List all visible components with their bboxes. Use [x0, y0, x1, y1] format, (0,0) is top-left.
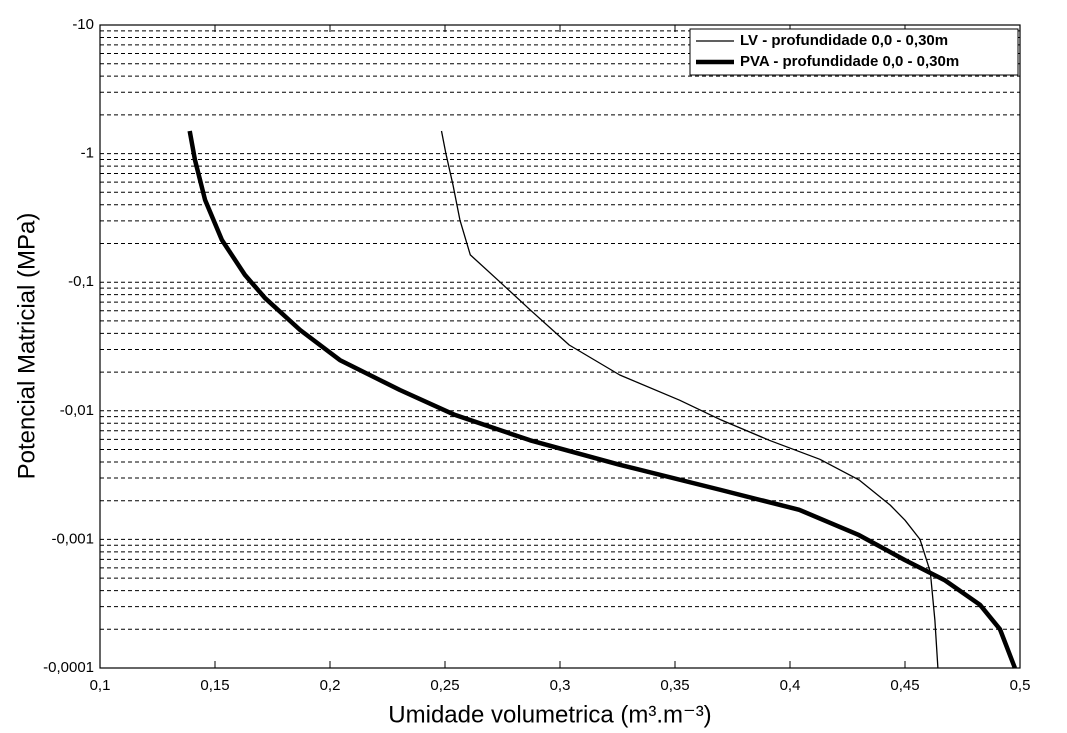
plot-frame	[99, 24, 1021, 669]
x-tick-label: 0,15	[200, 677, 229, 694]
data-line	[440, 130, 939, 669]
x-axis-label: Umidade volumetrica (m³.m⁻³)	[388, 701, 711, 728]
x-tick-label: 0,35	[660, 677, 689, 694]
x-tick-label: 0,1	[90, 677, 111, 694]
legend-label: PVA - profundidade 0,0 - 0,30m	[740, 53, 959, 70]
y-tick-label: -0,1	[68, 273, 94, 290]
y-tick-label: -10	[72, 16, 94, 33]
x-tick-label: 0,2	[320, 677, 341, 694]
y-tick-label: -1	[81, 145, 94, 162]
legend-box	[689, 28, 1019, 76]
data-line	[187, 130, 1017, 669]
y-tick-label: -0,0001	[43, 659, 94, 676]
x-tick-label: 0,45	[890, 677, 919, 694]
y-axis-label: Potencial Matricial (MPa)	[13, 213, 40, 480]
x-tick-label: 0,3	[550, 677, 571, 694]
x-tick-label: 0,25	[430, 677, 459, 694]
x-tick-label: 0,4	[780, 677, 801, 694]
legend-label: LV - profundidade 0,0 - 0,30m	[740, 32, 948, 49]
y-tick-label: -0,01	[60, 402, 94, 419]
x-tick-label: 0,5	[1010, 677, 1031, 694]
legend: LV - profundidade 0,0 - 0,30m PVA - profu…	[689, 28, 1019, 76]
y-tick-label: -0,001	[51, 530, 94, 547]
